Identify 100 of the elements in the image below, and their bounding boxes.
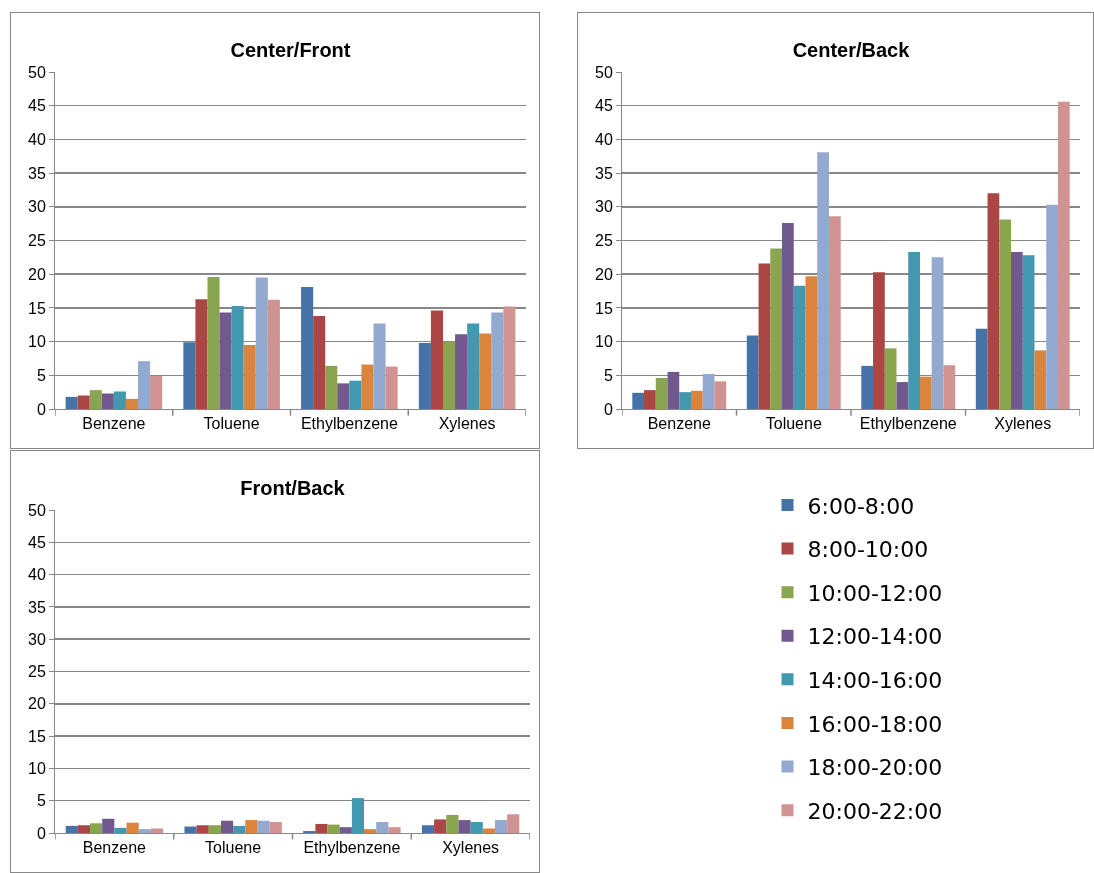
bar xyxy=(999,219,1012,409)
y-tick-label: 10 xyxy=(28,760,46,777)
x-tick-label: Toluene xyxy=(765,415,822,433)
bar xyxy=(125,398,139,409)
bar xyxy=(101,393,114,409)
bar xyxy=(873,272,885,409)
y-tick-label: 45 xyxy=(28,97,46,115)
bar xyxy=(65,396,78,409)
y-tick-label: 45 xyxy=(595,97,613,115)
y-tick-label: 15 xyxy=(28,727,46,745)
bar xyxy=(315,823,328,833)
bar xyxy=(861,365,874,409)
chart-title: Center/Back xyxy=(792,39,911,61)
x-tick-label: Toluene xyxy=(203,415,260,433)
bar xyxy=(1022,255,1035,409)
bar xyxy=(782,222,794,409)
x-tick-label: Xylenes xyxy=(994,415,1052,433)
bar xyxy=(388,827,401,833)
x-tick-label: Benzene xyxy=(82,839,147,857)
bar xyxy=(257,820,270,833)
bar xyxy=(195,299,208,409)
bar xyxy=(679,392,691,409)
legend-label: 16:00-18:00 xyxy=(807,711,943,737)
bar xyxy=(373,323,386,409)
bar xyxy=(196,825,209,833)
y-tick-label: 5 xyxy=(36,792,46,810)
y-tick-label: 20 xyxy=(28,265,46,283)
bar xyxy=(65,825,78,833)
legend-label: 6:00-8:00 xyxy=(807,493,915,519)
bar xyxy=(702,373,715,409)
legend-label: 10:00-12:00 xyxy=(807,580,943,606)
x-tick-label: Benzene xyxy=(647,415,711,433)
y-tick-label: 30 xyxy=(595,198,613,216)
legend-label: 20:00-22:00 xyxy=(807,798,943,824)
x-tick-label: Benzene xyxy=(82,415,146,433)
bar xyxy=(219,312,232,409)
bar xyxy=(138,361,151,409)
y-tick-label: 0 xyxy=(36,824,46,842)
y-tick-label: 40 xyxy=(28,566,46,584)
bar xyxy=(102,818,115,833)
bar xyxy=(467,323,480,409)
bar xyxy=(479,333,492,409)
bar xyxy=(828,216,841,409)
chart-title: Center/Front xyxy=(230,39,351,61)
bar xyxy=(364,829,377,833)
y-tick-label: 0 xyxy=(603,400,613,418)
bar xyxy=(884,348,897,409)
bar xyxy=(183,342,196,409)
bar xyxy=(655,378,668,409)
bar xyxy=(90,823,103,833)
bar xyxy=(126,822,139,833)
legend-label: 8:00-10:00 xyxy=(807,537,929,563)
bar xyxy=(113,391,126,409)
bar xyxy=(793,285,806,409)
y-tick-label: 45 xyxy=(28,533,46,551)
bar xyxy=(313,315,326,409)
bar xyxy=(325,365,338,409)
y-tick-label: 15 xyxy=(28,299,46,317)
bar xyxy=(667,371,680,409)
bar xyxy=(327,824,340,833)
bar xyxy=(987,193,1000,409)
bar xyxy=(267,299,280,409)
y-tick-label: 50 xyxy=(28,63,46,81)
bar xyxy=(458,820,471,833)
x-tick-label: Xylenes xyxy=(442,839,500,857)
bar xyxy=(207,276,220,409)
bar xyxy=(421,825,435,833)
y-tick-label: 25 xyxy=(28,232,46,250)
bar xyxy=(376,822,389,833)
bar xyxy=(255,277,268,409)
bar xyxy=(442,341,456,409)
bar xyxy=(919,376,932,409)
y-tick-label: 25 xyxy=(595,232,613,250)
bar xyxy=(220,820,234,833)
x-tick-label: Ethylbenzene xyxy=(300,415,398,433)
bar xyxy=(245,820,258,833)
bar xyxy=(138,829,151,833)
y-tick-label: 20 xyxy=(28,695,46,713)
y-tick-label: 50 xyxy=(28,501,46,519)
bar xyxy=(77,825,91,833)
bar xyxy=(1011,251,1023,409)
y-tick-label: 10 xyxy=(28,333,46,351)
bar xyxy=(896,382,909,409)
bar xyxy=(89,390,102,409)
bar xyxy=(231,305,244,409)
bar xyxy=(931,257,944,409)
y-tick-label: 25 xyxy=(28,663,46,681)
x-tick-label: Ethylbenzene xyxy=(859,415,957,433)
bar xyxy=(491,312,504,409)
bar xyxy=(770,248,783,409)
bar xyxy=(434,819,447,833)
y-tick-label: 5 xyxy=(603,366,613,384)
bar xyxy=(758,263,771,409)
y-tick-label: 15 xyxy=(595,299,613,317)
y-tick-label: 40 xyxy=(595,131,613,148)
bar xyxy=(1046,204,1058,409)
bar xyxy=(714,381,727,409)
bar xyxy=(351,798,365,833)
bar xyxy=(418,342,431,409)
bar xyxy=(644,390,656,409)
